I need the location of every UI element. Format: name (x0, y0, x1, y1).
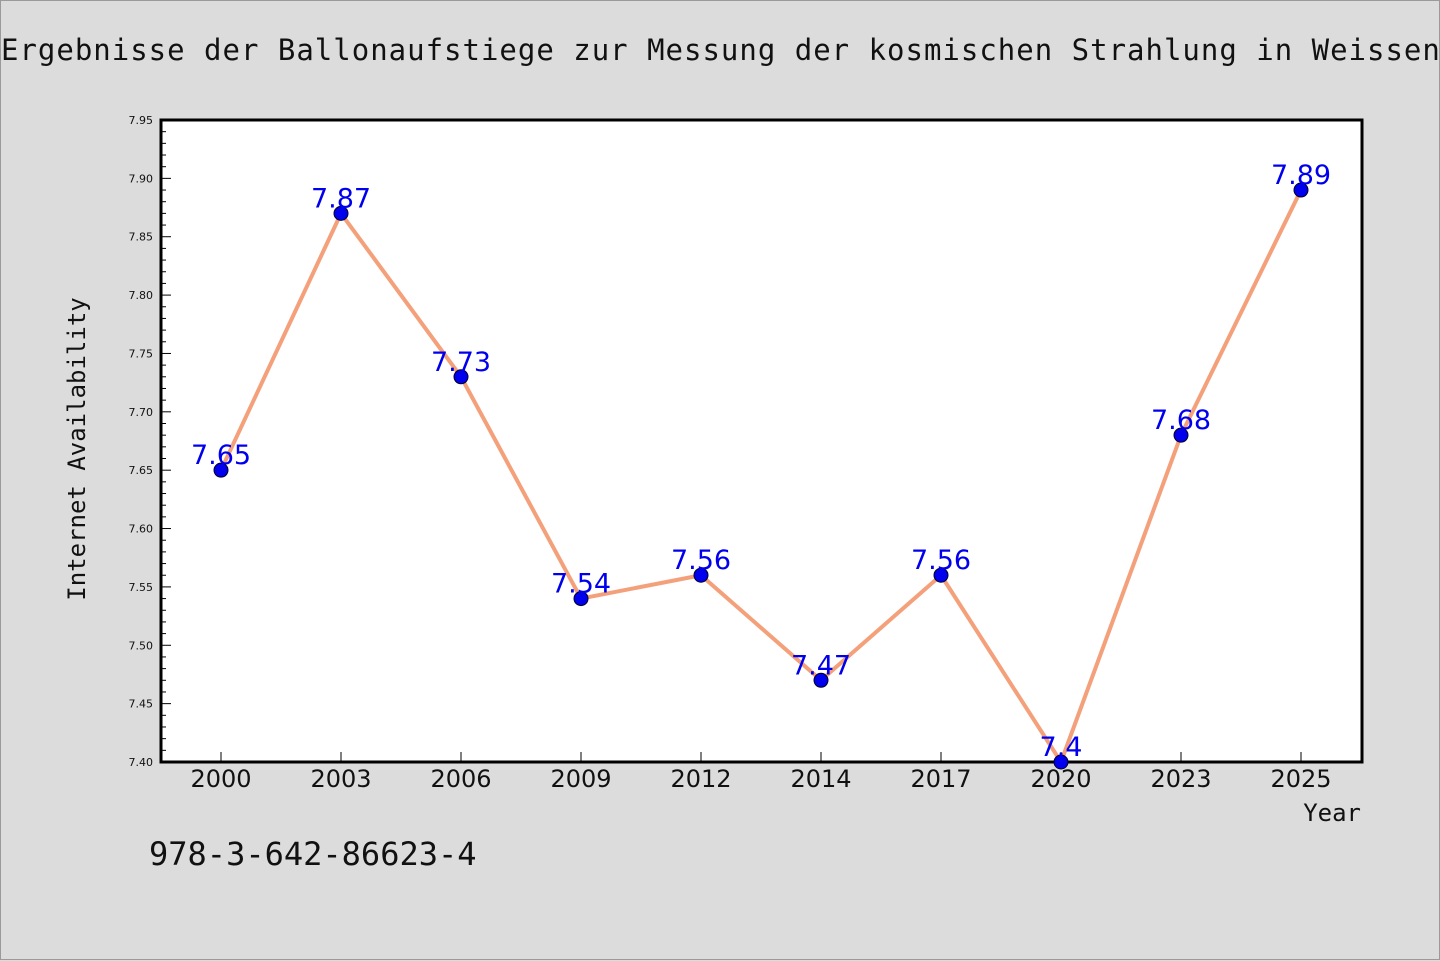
x-tick-label: 2000 (190, 765, 251, 793)
data-label: 7.87 (311, 183, 371, 214)
y-tick-label: 7.45 (129, 698, 154, 711)
x-tick-label: 2023 (1150, 765, 1211, 793)
y-axis-title: Internet Availability (63, 297, 91, 600)
y-tick-label: 7.65 (129, 464, 154, 477)
data-label: 7.4 (1040, 732, 1083, 763)
data-point (693, 567, 709, 583)
y-tick-label: 7.75 (129, 347, 154, 360)
y-tick-label: 7.55 (129, 581, 154, 594)
data-point (1053, 754, 1069, 770)
data-point (1293, 182, 1309, 198)
data-point (813, 672, 829, 688)
data-point (1173, 427, 1189, 443)
y-tick-label: 7.80 (129, 289, 154, 302)
x-tick-label: 2012 (670, 765, 731, 793)
series-line-group (219, 189, 1303, 764)
plot-area (159, 118, 1364, 764)
data-point (213, 462, 229, 478)
x-tick-label: 2003 (310, 765, 371, 793)
data-point (573, 591, 589, 607)
y-tick-label: 7.70 (129, 406, 154, 419)
data-label: 7.56 (911, 545, 971, 576)
data-label: 7.73 (431, 347, 491, 378)
data-label: 7.54 (551, 569, 611, 600)
x-tick-label: 2017 (910, 765, 971, 793)
y-tick-label: 7.40 (129, 756, 154, 769)
chart-title: Ergebnisse der Ballonaufstiege zur Messu… (1, 33, 1440, 67)
data-label-group: 7.65 7.87 7.73 7.54 7.56 7.47 7.56 7.4 7.68 7.89 (191, 160, 1331, 763)
x-tick-label: 2020 (1030, 765, 1091, 793)
data-label: 7.65 (191, 440, 251, 471)
x-axis: 2000 2003 2006 2009 2012 2014 2017 2020 2023 2025 (190, 752, 1332, 793)
data-label: 7.56 (671, 545, 731, 576)
data-point (933, 567, 949, 583)
y-tick-label: 7.50 (129, 639, 154, 652)
y-tick-label: 7.85 (129, 231, 154, 244)
data-label: 7.68 (1151, 405, 1211, 436)
x-tick-label: 2014 (790, 765, 851, 793)
y-tick-label: 7.60 (129, 523, 154, 536)
x-tick-label: 2009 (550, 765, 611, 793)
data-point (333, 205, 349, 221)
x-tick-label: 2006 (430, 765, 491, 793)
x-tick-label: 2025 (1270, 765, 1331, 793)
y-tick-label: 7.90 (129, 172, 154, 185)
x-axis-title: Year (1303, 799, 1361, 827)
y-axis: 7.40 7.45 7.50 7.55 7.60 7.65 7.70 7.75 7.80 7.85… (129, 114, 171, 769)
marker-group (213, 182, 1309, 770)
y-tick-label: 7.95 (129, 114, 154, 127)
isbn-annotation: 978-3-642-86623-4 (149, 835, 477, 873)
data-label: 7.89 (1271, 160, 1331, 191)
data-point (453, 369, 469, 385)
series-line (219, 189, 1303, 764)
data-label: 7.47 (791, 650, 851, 681)
